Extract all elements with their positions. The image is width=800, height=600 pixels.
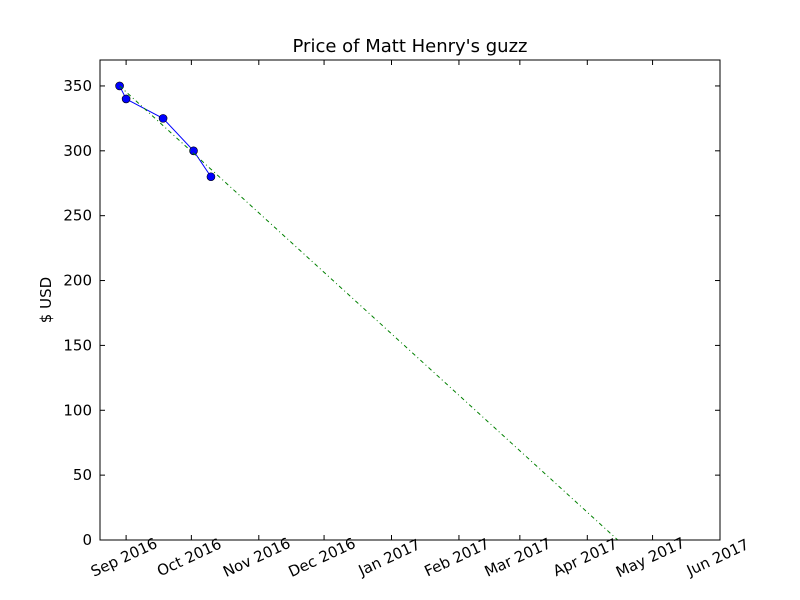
y-axis-label: $ USD — [37, 277, 55, 323]
series-line-2 — [119, 85, 619, 541]
y-tick-label: 350 — [63, 77, 92, 95]
data-point — [189, 146, 198, 156]
plot-frame — [99, 59, 721, 541]
x-tick-label: Jan 2017 — [355, 535, 423, 580]
data-point — [121, 94, 131, 104]
x-tick-label: Feb 2017 — [422, 535, 493, 581]
y-tick-label: 250 — [63, 207, 92, 225]
y-tick-label: 0 — [82, 531, 92, 549]
x-tick-label: Oct 2016 — [154, 535, 224, 580]
x-tick-label: May 2017 — [613, 534, 688, 582]
x-tick-label: Nov 2016 — [220, 534, 293, 581]
x-tick-label: Jun 2017 — [683, 535, 752, 580]
y-tick-label: 150 — [63, 336, 92, 354]
y-tick-label: 300 — [63, 142, 92, 160]
chart-title: Price of Matt Henry's guzz — [293, 36, 528, 57]
y-tick-label: 100 — [63, 401, 92, 419]
y-tick-label: 50 — [73, 466, 92, 484]
data-point — [206, 172, 216, 182]
x-tick-label: Sep 2016 — [88, 534, 160, 580]
data-point — [158, 114, 168, 123]
plot-area — [100, 60, 720, 540]
x-tick-label: Apr 2017 — [550, 535, 620, 580]
x-tick-label: Mar 2017 — [482, 534, 554, 580]
x-tick-label: Dec 2016 — [286, 534, 359, 581]
y-tick-label: 200 — [63, 272, 92, 290]
